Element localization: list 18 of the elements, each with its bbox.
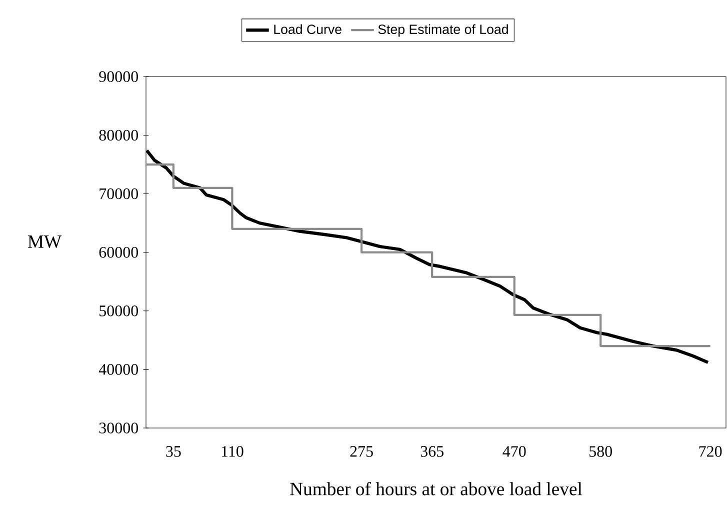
y-tick-label: 50000 (100, 305, 138, 316)
y-tick-label: 30000 (99, 422, 138, 434)
x-tick-label: 720 (699, 446, 722, 457)
y-tick-label: 90000 (99, 71, 138, 82)
x-tick-label: 365 (420, 446, 444, 457)
y-tick-label: 40000 (98, 364, 138, 375)
y-axis-title: MW (28, 236, 62, 248)
x-tick-label: 470 (502, 446, 526, 457)
y-tick-label: 60000 (99, 246, 138, 258)
x-tick-label: 275 (350, 446, 373, 457)
y-tick-label: 70000 (100, 188, 138, 200)
x-tick-label: 35 (166, 446, 181, 457)
y-tick-label: 80000 (99, 130, 138, 141)
legend-label: Load Curve (274, 24, 342, 34)
legend-label: Step Estimate of Load (378, 24, 508, 37)
x-axis-title: Number of hours at or above load level (290, 482, 582, 496)
x-tick-label: 110 (222, 446, 244, 457)
x-tick-label: 580 (590, 446, 612, 457)
